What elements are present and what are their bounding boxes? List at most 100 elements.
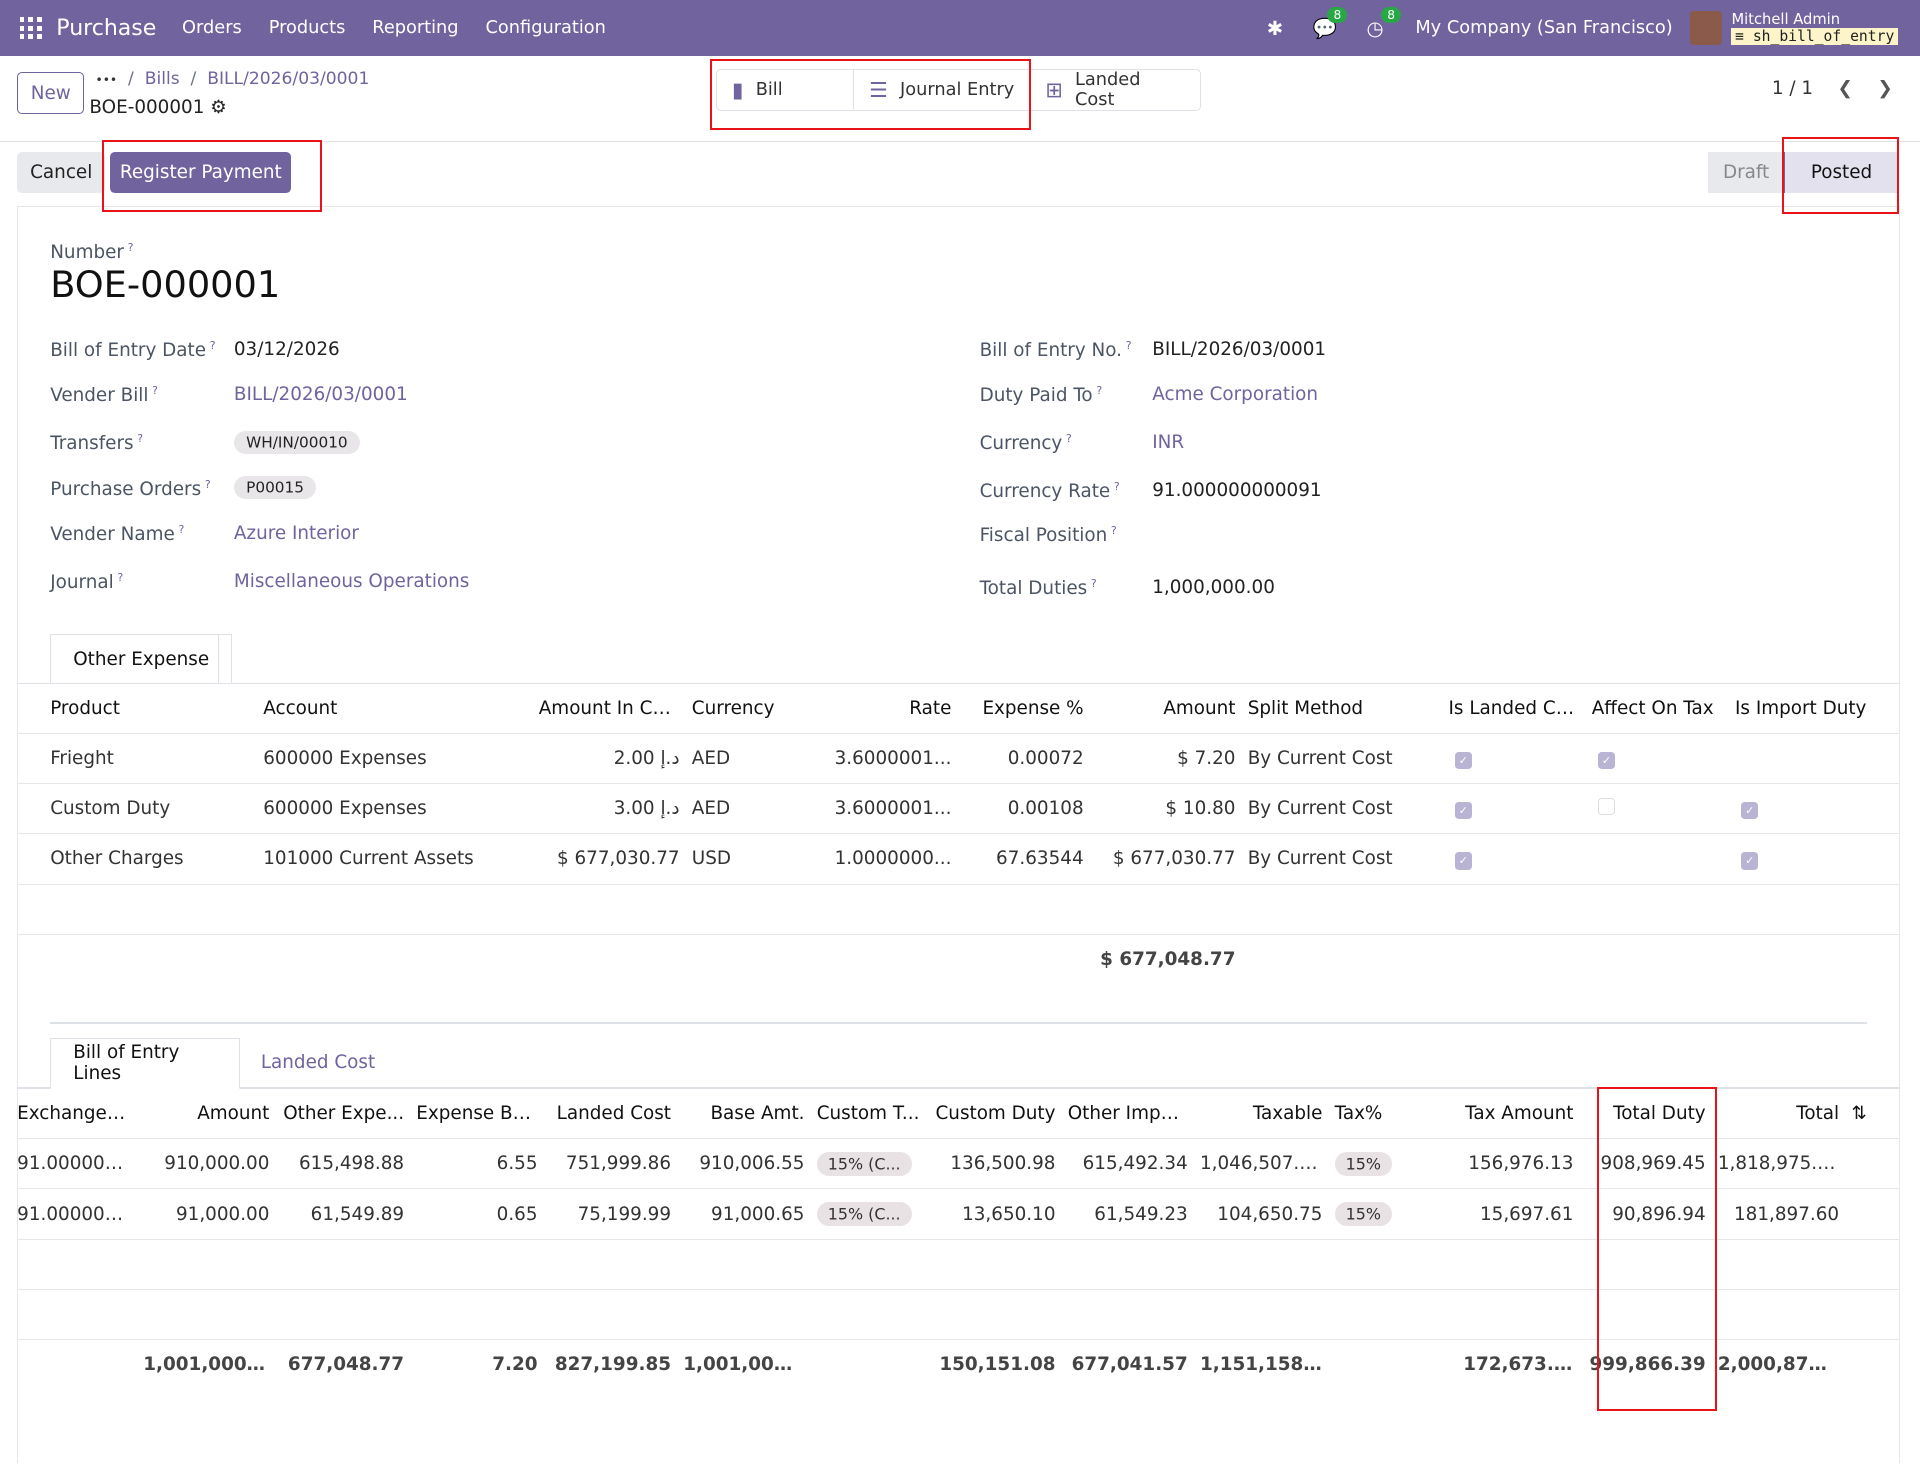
menu-configuration[interactable]: Configuration xyxy=(485,18,606,39)
table-row[interactable]: 91.000000... 91,000.00 61,549.89 0.65 75,199… xyxy=(17,1188,1901,1240)
field-value[interactable]: WH/IN/00010 xyxy=(233,430,360,454)
cancel-button[interactable]: Cancel xyxy=(17,151,106,194)
apps-menu-icon[interactable] xyxy=(19,17,42,40)
field-value-text[interactable]: Acme Corporation xyxy=(1152,384,1319,406)
company-switcher[interactable]: My Company (San Francisco) xyxy=(1415,18,1673,39)
field-label: Currency? xyxy=(980,432,1072,454)
column-header[interactable]: Total xyxy=(1711,1088,1846,1140)
column-header[interactable]: Currency xyxy=(685,683,796,734)
column-header[interactable]: Total Duty xyxy=(1579,1088,1712,1140)
column-header[interactable]: Tax% xyxy=(1328,1088,1458,1140)
bug-icon[interactable]: ✱ xyxy=(1266,16,1284,40)
checkbox-icon[interactable]: ✓ xyxy=(1741,802,1759,820)
field-value-text[interactable]: P00015 xyxy=(233,476,317,499)
column-header[interactable]: Other Impor... xyxy=(1061,1088,1194,1140)
table-row[interactable]: 91.000000... 910,000.00 615,498.88 6.55 751,… xyxy=(17,1138,1901,1190)
table-row[interactable]: Frieght 600000 Expenses 2.00 د.إ AED 3.60000… xyxy=(17,733,1901,785)
field-value-text: 03/12/2026 xyxy=(233,339,340,361)
gear-icon[interactable]: ⚙ xyxy=(210,96,227,118)
journal-entry-smart-button[interactable]: ☰ Journal Entry xyxy=(854,69,1031,111)
checkbox-icon[interactable]: ✓ xyxy=(1597,751,1616,770)
avatar[interactable] xyxy=(1689,11,1722,46)
column-header[interactable]: Is Landed Cost xyxy=(1442,683,1586,734)
menu-reporting[interactable]: Reporting xyxy=(372,18,459,39)
stage-draft[interactable]: Draft xyxy=(1722,162,1770,184)
field-value[interactable]: P00015 xyxy=(233,476,317,499)
field-label: Journal? xyxy=(50,571,123,593)
user-name: Mitchell Admin xyxy=(1731,11,1841,29)
bill-smart-button[interactable]: ▮ Bill xyxy=(717,69,855,111)
menu-products[interactable]: Products xyxy=(268,18,346,39)
pager-value[interactable]: 1 / 1 xyxy=(1771,78,1814,100)
chevron-right-icon[interactable]: ❯ xyxy=(1877,78,1893,100)
column-settings-icon[interactable]: ⇅ xyxy=(1851,1102,1867,1124)
other-expense-table: Product Account Amount In Cu... Currency Rat… xyxy=(17,683,1901,984)
column-header[interactable]: Landed Cost xyxy=(543,1088,678,1140)
column-header[interactable]: Exchange R... xyxy=(17,1088,138,1140)
column-header[interactable]: Amount In Cu... xyxy=(532,683,686,734)
column-header[interactable]: Split Method xyxy=(1241,683,1443,734)
checkbox-icon[interactable]: ✓ xyxy=(1741,852,1759,870)
column-header[interactable]: Custom Duty xyxy=(928,1088,1062,1140)
table-cell: 15% xyxy=(1328,1188,1458,1240)
checkbox-icon[interactable]: ✓ xyxy=(1454,751,1472,770)
column-header[interactable]: Rate xyxy=(795,683,958,734)
messages-icon[interactable]: 💬 8 xyxy=(1313,6,1348,40)
field-value[interactable]: INR xyxy=(1152,432,1184,453)
app-name[interactable]: Purchase xyxy=(56,15,157,41)
column-header[interactable]: Expense Be... xyxy=(410,1088,544,1140)
optional-columns[interactable]: ⇅ xyxy=(1845,1088,1901,1140)
breadcrumb-more[interactable]: ••• xyxy=(95,72,118,87)
total-cell: 7.20 xyxy=(492,1354,538,1376)
checkbox-icon[interactable] xyxy=(1597,797,1616,815)
column-header[interactable]: Tax Amount xyxy=(1457,1088,1580,1140)
column-header[interactable]: Affect On Tax xyxy=(1585,683,1729,734)
menu-orders[interactable]: Orders xyxy=(182,18,242,39)
new-button[interactable]: New xyxy=(17,72,85,114)
table-row[interactable]: Custom Duty 600000 Expenses 3.00 د.إ AED 3.6… xyxy=(17,783,1901,835)
field-value-text[interactable]: INR xyxy=(1152,432,1185,454)
column-header[interactable]: Is Import Duty xyxy=(1728,683,1901,734)
column-header[interactable]: Amount xyxy=(1089,683,1242,734)
column-header[interactable]: Other Expe... xyxy=(275,1088,411,1140)
field-value-text[interactable]: BILL/2026/03/0001 xyxy=(233,384,408,406)
tab-other-expense[interactable]: Other Expense xyxy=(50,634,233,685)
field-value[interactable]: Acme Corporation xyxy=(1152,384,1318,405)
tab-landed-cost[interactable]: Landed Cost xyxy=(260,1051,376,1073)
tab-bill-of-entry-lines[interactable]: Bill of Entry Lines xyxy=(50,1038,240,1089)
field-value-text[interactable]: Miscellaneous Operations xyxy=(233,570,470,592)
field-label-text: Vender Name xyxy=(50,523,175,545)
table-cell: 91,000.00 xyxy=(137,1188,276,1240)
table-cell: 0.65 xyxy=(410,1188,544,1240)
chevron-left-icon[interactable]: ❮ xyxy=(1837,78,1853,100)
table-cell: By Current Cost xyxy=(1241,783,1443,835)
field-value[interactable]: BILL/2026/03/0001 xyxy=(234,384,408,405)
field-value[interactable]: Azure Interior xyxy=(234,523,359,544)
column-header[interactable]: Product xyxy=(17,683,258,734)
breadcrumb-bill[interactable]: BILL/2026/03/0001 xyxy=(207,68,370,89)
table-cell: 13,650.10 xyxy=(928,1188,1062,1240)
field-value-text[interactable]: Azure Interior xyxy=(233,522,359,544)
field-value[interactable]: Miscellaneous Operations xyxy=(234,571,469,592)
file-icon: ▮ xyxy=(732,77,744,102)
checkbox-icon[interactable]: ✓ xyxy=(1454,852,1472,870)
activities-icon[interactable]: ◷ 8 xyxy=(1366,6,1402,40)
column-header[interactable]: Custom T... xyxy=(810,1088,929,1140)
column-header[interactable]: Expense % xyxy=(957,683,1090,734)
table-row[interactable]: Other Charges 101000 Current Assets $ 677,… xyxy=(17,833,1901,885)
table-cell xyxy=(1728,733,1901,785)
column-header[interactable]: Taxable xyxy=(1193,1088,1329,1140)
table-cell: $ 677,030.77 xyxy=(532,833,686,885)
user-menu[interactable]: Mitchell Admin ≡ sh_bill_of_entry xyxy=(1731,11,1898,46)
landed-cost-smart-button[interactable]: ⊞ Landed Cost xyxy=(1031,70,1201,111)
divider xyxy=(0,140,1920,143)
column-header[interactable]: Amount xyxy=(137,1088,276,1140)
stage-posted[interactable]: Posted xyxy=(1784,151,1898,194)
field-value-text[interactable]: WH/IN/00010 xyxy=(233,430,360,454)
table-cell: 181,897.60 xyxy=(1711,1188,1846,1240)
checkbox-icon[interactable]: ✓ xyxy=(1454,802,1472,820)
breadcrumb-bills[interactable]: Bills xyxy=(144,68,180,89)
column-header[interactable]: Base Amt. xyxy=(677,1088,811,1140)
column-header[interactable]: Account xyxy=(257,683,533,734)
register-payment-button[interactable]: Register Payment xyxy=(110,151,292,194)
